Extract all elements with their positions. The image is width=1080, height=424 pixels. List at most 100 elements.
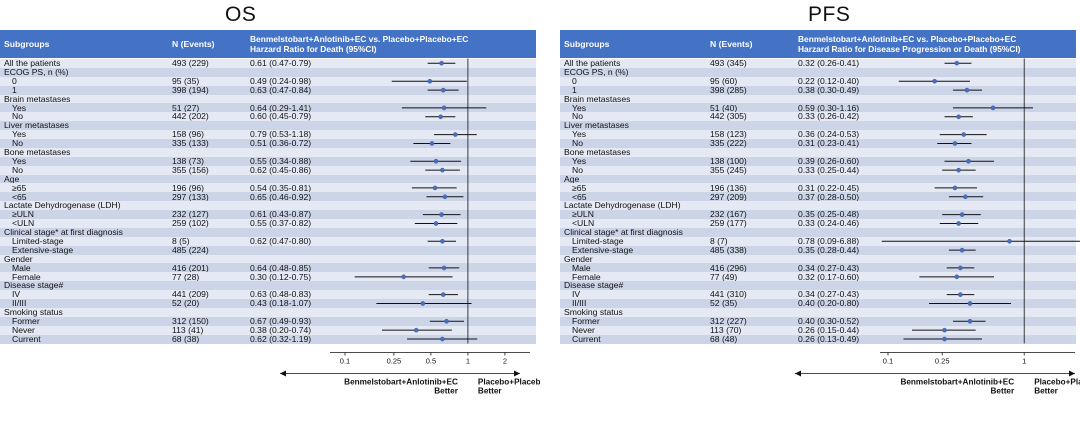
hazard-header-line1: Benmelstobart+Anlotinib+EC vs. Placebo+P…	[798, 34, 1017, 44]
hazard-ratio-text	[794, 307, 1076, 317]
table-row: Limited-stage 8 (5) 0.62 (0.47-0.80)	[0, 236, 536, 246]
hazard-ratio-text: 0.67 (0.49-0.93)	[246, 316, 536, 326]
direction-label: Better	[434, 387, 458, 396]
subgroup-label: Yes	[0, 103, 168, 113]
subgroup-label: ≥ULN	[560, 210, 706, 220]
table-row: Yes 138 (73) 0.55 (0.34-0.88)	[0, 156, 536, 166]
n-events: 441 (209)	[168, 290, 246, 300]
table-row: Disease stage#	[560, 281, 1076, 291]
subgroup-label: No	[560, 165, 706, 175]
n-events	[168, 147, 246, 157]
hr-point	[958, 265, 963, 271]
n-events: 52 (35)	[706, 299, 794, 308]
direction-label: Benmelstobart+Anlotinib+EC	[344, 378, 458, 387]
n-events	[168, 281, 246, 291]
table-row: Former 312 (227) 0.40 (0.30-0.52)	[560, 316, 1076, 326]
table-row: Yes 158 (96) 0.79 (0.53-1.18)	[0, 130, 536, 140]
hr-point	[942, 336, 947, 342]
hazard-ratio-text	[794, 254, 1076, 264]
hazard-ratio-text: 0.54 (0.35-0.81)	[246, 183, 536, 193]
pfs-title: PFS	[808, 3, 851, 26]
hazard-ratio-text: 0.33 (0.24-0.46)	[794, 219, 1076, 228]
subgroup-label: 1	[0, 85, 168, 95]
table-row: <ULN 259 (177) 0.33 (0.24-0.46)	[560, 219, 1076, 228]
hr-point	[952, 185, 958, 191]
hazard-header-line2: Harzard Ratio for Disease Progression or…	[798, 44, 1021, 54]
direction-label: Better	[478, 387, 502, 396]
table-row: ECOG PS, n (%)	[560, 67, 1076, 77]
hazard-ratio-text	[246, 147, 536, 157]
table-row: No 335 (133) 0.51 (0.36-0.72)	[0, 139, 536, 148]
arrow-left-head	[795, 370, 801, 377]
table-row: <65 297 (133) 0.65 (0.46-0.92)	[0, 192, 536, 202]
subgroup-label: 0	[0, 76, 168, 86]
hazard-ratio-text: 0.49 (0.24-0.98)	[246, 76, 536, 86]
hazard-ratio-text: 0.40 (0.30-0.52)	[794, 316, 1076, 326]
n-events	[706, 147, 794, 157]
x-tick-label: 2	[503, 357, 507, 366]
n-events: 158 (123)	[706, 130, 794, 140]
subgroup-label: IV	[0, 290, 168, 300]
n-events: 8 (7)	[706, 236, 794, 246]
os-plot-area: 0.10.250.5124Benmelstobart+Anlotinib+ECB…	[280, 58, 540, 396]
hr-point	[440, 292, 446, 297]
table-row: Clinical stage* at first diagnosis	[560, 227, 1076, 237]
hazard-ratio-text: 0.39 (0.26-0.60)	[794, 156, 1076, 166]
hazard-ratio-text	[246, 245, 536, 255]
hazard-ratio-text	[246, 201, 536, 211]
n-events: 95 (35)	[168, 76, 246, 86]
n-events	[168, 67, 246, 77]
subgroup-label: Male	[560, 263, 706, 273]
hr-point	[956, 167, 961, 173]
subgroup-label: Clinical stage* at first diagnosis	[560, 227, 706, 237]
hazard-ratio-text: 0.61 (0.47-0.79)	[246, 58, 536, 68]
hr-point	[963, 194, 968, 200]
hr-point	[453, 132, 458, 137]
hr-point	[956, 114, 961, 120]
hazard-header-line2: Harzard Ratio for Death (95%CI)	[250, 44, 377, 54]
subgroup-label: No	[560, 112, 706, 122]
subgroup-label: II/III	[560, 299, 706, 308]
x-tick-label: 1	[1022, 357, 1026, 366]
n-events: 196 (136)	[706, 183, 794, 193]
table-row: Clinical stage* at first diagnosis	[0, 227, 536, 237]
subgroup-label: Current	[0, 334, 168, 344]
hazard-ratio-text: 0.62 (0.45-0.86)	[246, 165, 536, 175]
table-row: All the patients 493 (229) 0.61 (0.47-0.79…	[0, 58, 536, 68]
hazard-ratio-text: 0.35 (0.28-0.44)	[794, 245, 1076, 255]
hazard-ratio-text	[794, 227, 1076, 237]
x-tick-label: 0.25	[387, 357, 402, 366]
table-row: <ULN 259 (102) 0.55 (0.37-0.82)	[0, 219, 536, 228]
n-events: 113 (70)	[706, 325, 794, 335]
x-tick-label: 0.5	[426, 357, 436, 366]
n-events: 95 (60)	[706, 76, 794, 86]
n-events	[168, 121, 246, 131]
hazard-ratio-text: 0.64 (0.29-1.41)	[246, 103, 536, 113]
hr-point	[441, 265, 447, 271]
hazard-ratio-text: 0.64 (0.48-0.85)	[246, 263, 536, 273]
subgroup-label: ≥65	[560, 183, 706, 193]
table-row: <65 297 (209) 0.37 (0.28-0.50)	[560, 192, 1076, 202]
n-events: 68 (38)	[168, 334, 246, 344]
arrow-left-head	[280, 370, 286, 377]
subgroup-label: Lactate Dehydrogenase (LDH)	[0, 201, 168, 211]
n-events: 8 (5)	[168, 236, 246, 246]
table-row: No 355 (156) 0.62 (0.45-0.86)	[0, 165, 536, 175]
subgroup-label: All the patients	[560, 58, 706, 68]
direction-label: Better	[991, 387, 1015, 396]
hazard-ratio-text: 0.61 (0.43-0.87)	[246, 210, 536, 220]
subgroup-label: No	[0, 112, 168, 122]
n-events: 485 (224)	[168, 245, 246, 255]
n-events: 485 (338)	[706, 245, 794, 255]
table-row: Brain metastases	[560, 94, 1076, 104]
direction-label: Placebo+Placebo+EC	[1034, 378, 1080, 387]
hr-point	[439, 60, 444, 66]
hr-point	[444, 318, 449, 324]
col-hazard-ratio: Benmelstobart+Anlotinib+EC vs. Placebo+P…	[246, 30, 536, 59]
hazard-ratio-text: 0.35 (0.25-0.48)	[794, 210, 1076, 220]
hazard-ratio-text: 0.32 (0.26-0.41)	[794, 58, 1076, 68]
hr-point	[942, 327, 947, 333]
hazard-ratio-text: 0.62 (0.47-0.80)	[246, 236, 536, 246]
n-events	[168, 94, 246, 104]
table-row: ≥ULN 232 (167) 0.35 (0.25-0.48)	[560, 210, 1076, 220]
